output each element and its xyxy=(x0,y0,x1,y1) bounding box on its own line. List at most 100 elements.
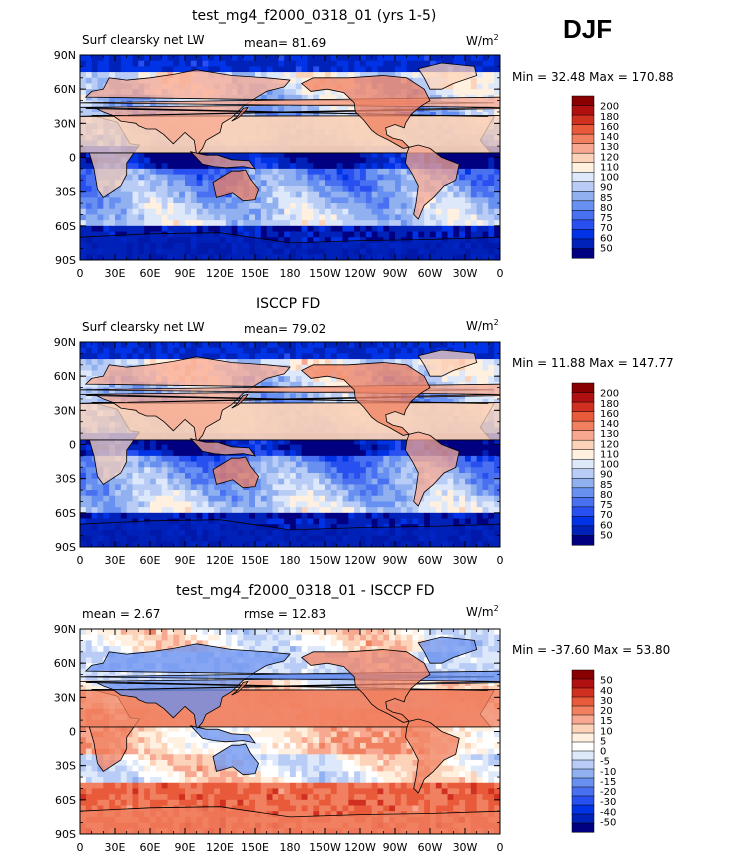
lon-tick-label: 90E xyxy=(175,554,196,567)
lon-tick-label: 60E xyxy=(140,554,161,567)
colorbar-box xyxy=(571,95,595,107)
continent-outline xyxy=(405,718,460,794)
lon-tick-label: 90W xyxy=(383,267,408,280)
lon-tick-label: 60E xyxy=(140,841,161,854)
panel-1-units-label: W/m2 xyxy=(466,33,499,48)
map-field-2 xyxy=(80,342,500,547)
colorbar-box xyxy=(571,229,595,240)
colorbar-box xyxy=(571,804,595,815)
colorbar-label: 130 xyxy=(600,142,619,153)
continent-outline xyxy=(300,362,431,436)
lat-tick-label: 30S xyxy=(55,186,76,199)
colorbar-label: 10 xyxy=(600,726,613,737)
continent-outline xyxy=(189,151,256,170)
lon-tick-label: 90E xyxy=(175,267,196,280)
lon-tick-label: 120E xyxy=(206,841,234,854)
colorbar-label: 85 xyxy=(600,480,613,491)
panel-1-mean-label: mean= 81.69 xyxy=(244,36,327,50)
colorbar-label: 50 xyxy=(600,243,613,254)
continent-outline xyxy=(405,431,460,507)
colorbar-box xyxy=(571,705,595,716)
lon-tick-label: 0 xyxy=(497,267,504,280)
colorbar-label: 70 xyxy=(600,223,613,234)
colorbar-label: 180 xyxy=(600,112,619,123)
continent-outline xyxy=(231,106,249,122)
lon-tick-label: 150E xyxy=(241,554,269,567)
colorbar-box xyxy=(571,535,595,546)
colorbar-label: 30 xyxy=(600,696,613,707)
colorbar-box xyxy=(571,392,595,403)
colorbar-label: 100 xyxy=(600,460,619,471)
colorbar-label: 85 xyxy=(600,193,613,204)
colorbar-box xyxy=(571,506,595,517)
colorbar-box xyxy=(571,777,595,788)
colorbar-label: 50 xyxy=(600,530,613,541)
map-field-3 xyxy=(80,629,500,834)
colorbar-label: 120 xyxy=(600,152,619,163)
lon-tick-label: 90E xyxy=(175,841,196,854)
colorbar-label: 110 xyxy=(600,162,619,173)
colorbar-box xyxy=(571,669,595,680)
continent-outline xyxy=(417,62,478,90)
lon-tick-label: 0 xyxy=(77,841,84,854)
lon-tick-label: 120E xyxy=(206,267,234,280)
lon-tick-label: 30E xyxy=(105,554,126,567)
colorbar-label: -40 xyxy=(600,807,616,818)
colorbar-label: 120 xyxy=(600,439,619,450)
panel-1-title: test_mg4_f2000_0318_01 (yrs 1-5) xyxy=(192,8,437,24)
lat-tick-label: 90N xyxy=(54,336,76,349)
panel-3-title: test_mg4_f2000_0318_01 - ISCCP FD xyxy=(176,583,435,599)
lon-tick-label: 60W xyxy=(418,841,443,854)
colorbar-label: 5 xyxy=(600,736,606,747)
colorbar-box xyxy=(571,696,595,707)
lat-tick-label: 0 xyxy=(69,152,76,165)
lon-tick-label: 60E xyxy=(140,267,161,280)
colorbar-label: 130 xyxy=(600,429,619,440)
colorbar-box xyxy=(571,813,595,824)
colorbar-box xyxy=(571,678,595,689)
colorbar-label: 100 xyxy=(600,173,619,184)
lon-tick-label: 150W xyxy=(309,554,341,567)
colorbar-box xyxy=(571,124,595,135)
lat-tick-label: 90S xyxy=(55,828,76,841)
lat-tick-label: 0 xyxy=(69,726,76,739)
lon-tick-label: 90W xyxy=(383,554,408,567)
colorbar-box xyxy=(571,171,595,183)
colorbar-box xyxy=(571,822,595,833)
colorbar-label: -20 xyxy=(600,787,616,798)
colorbar-label: 180 xyxy=(600,399,619,410)
colorbar-label: 50 xyxy=(600,676,613,687)
colorbar-box xyxy=(571,162,595,173)
lat-tick-label: 30N xyxy=(54,117,76,130)
colorbar-box xyxy=(571,768,595,779)
colorbar-box xyxy=(571,741,595,752)
lon-tick-label: 120W xyxy=(344,554,376,567)
colorbar-box xyxy=(571,516,595,527)
colorbar-box xyxy=(571,411,595,422)
colorbar-box xyxy=(571,248,595,259)
colorbar-box xyxy=(571,133,595,145)
continent-outline xyxy=(212,169,259,202)
lon-tick-label: 180 xyxy=(280,554,301,567)
colorbar-label: 140 xyxy=(600,419,619,430)
lon-tick-label: 150E xyxy=(241,267,269,280)
colorbar-label: -15 xyxy=(600,777,616,788)
colorbar-box xyxy=(571,478,595,489)
colorbar-box xyxy=(571,497,595,508)
lon-tick-label: 0 xyxy=(497,841,504,854)
colorbar-box xyxy=(571,750,595,761)
lon-tick-label: 0 xyxy=(77,267,84,280)
colorbar-box xyxy=(571,105,595,116)
colorbar-label: 140 xyxy=(600,132,619,143)
colorbar-box xyxy=(571,420,595,432)
colorbar-box xyxy=(571,714,595,725)
colorbar-label: 90 xyxy=(600,183,613,194)
lon-tick-label: 30E xyxy=(105,841,126,854)
lon-tick-label: 30W xyxy=(453,841,478,854)
colorbar-box xyxy=(571,687,595,698)
colorbar-box xyxy=(571,210,595,221)
lat-tick-label: 60N xyxy=(54,83,76,96)
